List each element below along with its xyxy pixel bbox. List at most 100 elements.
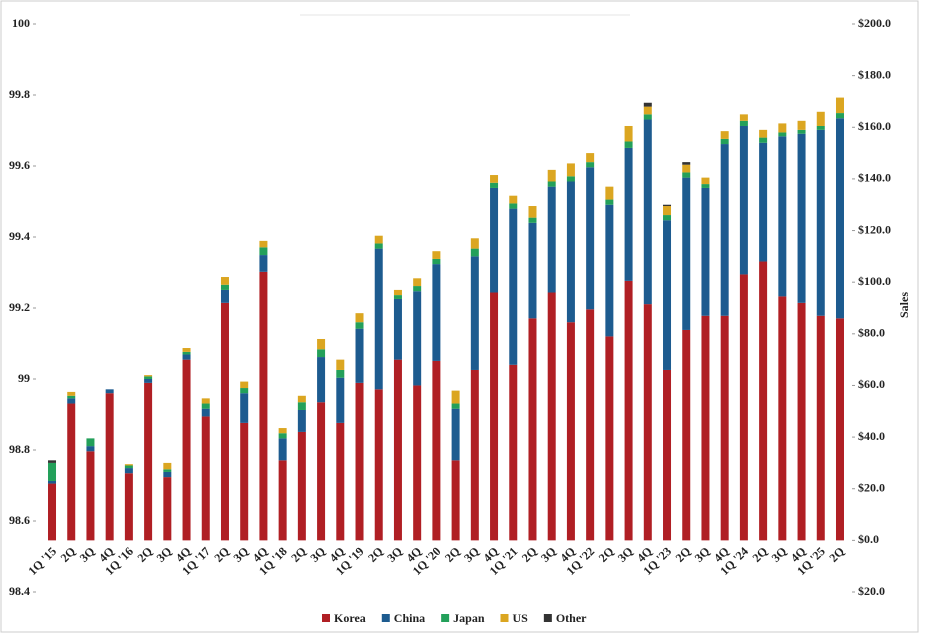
- y2-tick-label: $160.0: [858, 119, 891, 133]
- x-tick-label: 3Q: [461, 544, 482, 565]
- x-tick-label: 3Q: [231, 544, 252, 565]
- bar-segment: [374, 248, 383, 390]
- bar-segment: [105, 389, 114, 394]
- bar-segment: [317, 338, 326, 350]
- bar-segment: [240, 388, 249, 394]
- bar-segment: [835, 97, 844, 114]
- bar-segment: [220, 277, 229, 285]
- bar-segment: [643, 119, 652, 305]
- y-tick-label: 99.2: [9, 300, 30, 314]
- bar-segment: [240, 393, 249, 423]
- bar-segment: [701, 187, 710, 316]
- bar-segment: [643, 106, 652, 115]
- bar-segment: [67, 395, 76, 399]
- bar-segment: [201, 416, 210, 541]
- bar-segment: [86, 451, 95, 541]
- x-tick-label: 2Q: [673, 544, 694, 565]
- bar-segment: [336, 369, 345, 378]
- bar-segment: [720, 144, 729, 316]
- bar-segment: [240, 381, 249, 389]
- bar-segment: [816, 315, 825, 541]
- bar-segment: [259, 240, 268, 248]
- y2-tick-label: $60.0: [858, 377, 885, 391]
- bar-segment: [643, 102, 652, 107]
- bar-segment: [701, 315, 710, 541]
- bar-segment: [451, 403, 460, 409]
- bar-segment: [547, 181, 556, 187]
- bar-segment: [528, 222, 537, 319]
- bar-segment: [144, 382, 153, 541]
- bar-segment: [451, 460, 460, 541]
- bar-segment: [336, 377, 345, 423]
- x-tick-label: 2Q: [211, 544, 232, 565]
- bar-segment: [470, 369, 479, 541]
- bar-segment: [336, 422, 345, 541]
- bar-segment: [490, 175, 499, 183]
- y2-axis-label: Sales: [897, 292, 911, 318]
- bar-segment: [355, 313, 364, 323]
- bar-segment: [759, 261, 768, 541]
- bar-segment: [413, 291, 422, 386]
- x-tick-label: 2Q: [749, 544, 770, 565]
- bar-segment: [393, 295, 402, 299]
- legend-swatch: [543, 614, 552, 622]
- bar-segment: [682, 164, 691, 173]
- bar-segment: [259, 271, 268, 541]
- legend-label: China: [394, 611, 425, 625]
- bar-segment: [720, 315, 729, 541]
- bar-segment: [432, 251, 441, 259]
- bar-segment: [86, 446, 95, 452]
- legend-label: Japan: [453, 611, 485, 625]
- bar-segment: [67, 391, 76, 396]
- x-tick-label: 2Q: [58, 544, 79, 565]
- bar-segment: [586, 162, 595, 168]
- y-tick-label: 98.4: [9, 584, 30, 598]
- bar-segment: [778, 136, 787, 297]
- bar-segment: [566, 163, 575, 177]
- bar-segment: [624, 125, 633, 142]
- x-tick-label: 2Q: [365, 544, 386, 565]
- y2-tick-label: $20.0: [858, 480, 885, 494]
- bar-segment: [816, 111, 825, 126]
- bar-segment: [182, 359, 191, 541]
- bar-segment: [586, 167, 595, 310]
- bar-segment: [739, 274, 748, 541]
- bar-segment: [220, 302, 229, 541]
- bar-segment: [220, 284, 229, 290]
- bar-segment: [624, 147, 633, 281]
- bar-segment: [759, 137, 768, 143]
- bar-segment: [566, 322, 575, 541]
- bar-segment: [663, 215, 672, 221]
- bar-segment: [48, 462, 57, 481]
- bar-segment: [374, 389, 383, 541]
- x-tick-label: 3Q: [154, 544, 175, 565]
- bar-segment: [86, 438, 95, 447]
- y2-tick-label: $80.0: [858, 326, 885, 340]
- bar-segment: [67, 398, 76, 404]
- bar-segment: [797, 133, 806, 303]
- bar-segment: [297, 395, 306, 403]
- x-tick-label: 1Q '15: [25, 544, 59, 578]
- bar-segment: [278, 460, 287, 541]
- bar-segment: [778, 123, 787, 133]
- bar-segment: [816, 129, 825, 316]
- legend-label: Other: [556, 611, 587, 625]
- bar-segment: [470, 256, 479, 370]
- bar-segment: [759, 142, 768, 262]
- bar-segment: [413, 278, 422, 287]
- bar-segment: [201, 408, 210, 417]
- y-tick-label: 99.8: [9, 87, 30, 101]
- bar-segment: [720, 131, 729, 139]
- y-tick-label: 99.6: [9, 158, 30, 172]
- bar-segment: [547, 186, 556, 293]
- bar-segment: [663, 369, 672, 541]
- bar-segment: [547, 169, 556, 182]
- x-tick-label: 2Q: [134, 544, 155, 565]
- bar-segment: [509, 208, 518, 365]
- bar-segment: [259, 255, 268, 272]
- bar-segment: [778, 132, 787, 137]
- bar-segment: [605, 186, 614, 200]
- y-tick-label: 98.6: [9, 513, 30, 527]
